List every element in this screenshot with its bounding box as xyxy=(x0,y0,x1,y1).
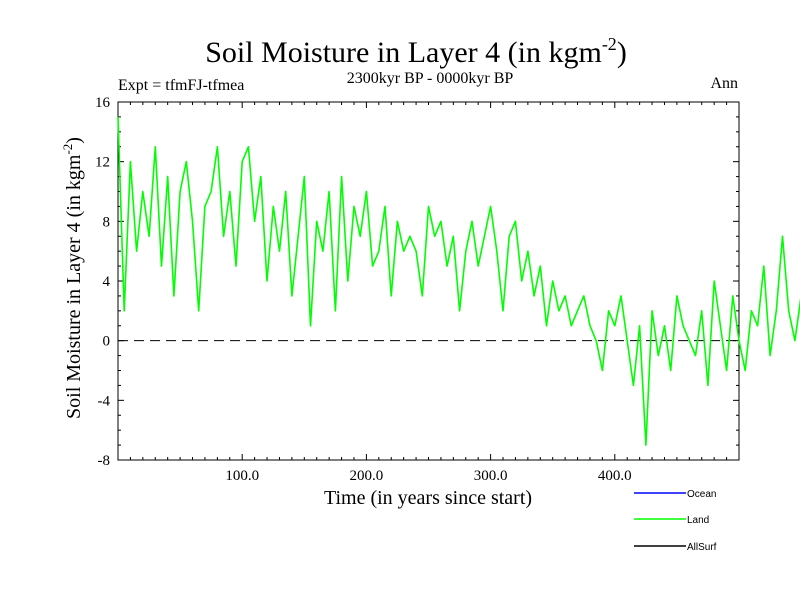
legend-label-allsurf: AllSurf xyxy=(687,542,717,553)
x-tick-label: 200.0 xyxy=(350,468,384,484)
x-tick-label: 400.0 xyxy=(598,468,632,484)
y-tick-label: 12 xyxy=(95,155,110,171)
y-tick-label: 4 xyxy=(103,274,111,290)
experiment-label: Expt = tfmFJ-tfmea xyxy=(118,77,244,94)
plot-frame xyxy=(117,101,740,461)
chart-subtitle: 2300kyr BP - 0000kyr BP xyxy=(347,70,514,87)
x-tick-label: 300.0 xyxy=(474,468,508,484)
y-tick-label: 16 xyxy=(95,95,111,111)
legend: Ocean Land AllSurf xyxy=(634,489,717,553)
y-tick-label: -8 xyxy=(98,453,111,469)
y-tick-label: 8 xyxy=(103,214,111,230)
legend-label-land: Land xyxy=(687,515,709,526)
legend-label-ocean: Ocean xyxy=(687,489,716,500)
x-axis-label: Time (in years since start) xyxy=(324,487,532,509)
season-label: Ann xyxy=(710,75,738,92)
chart-title: Soil Moisture in Layer 4 (in kgm-2) xyxy=(205,34,627,69)
y-axis: -8 -4 0 4 8 12 16 xyxy=(95,95,739,469)
x-axis: 100.0 200.0 300.0 400.0 xyxy=(129,102,728,484)
series-line-land xyxy=(117,116,800,446)
y-tick-label: 0 xyxy=(103,334,111,350)
y-axis-label: Soil Moisture in Layer 4 (in kgm-2) xyxy=(60,137,85,419)
y-tick-label: -4 xyxy=(98,393,111,409)
x-tick-label: 100.0 xyxy=(225,468,259,484)
